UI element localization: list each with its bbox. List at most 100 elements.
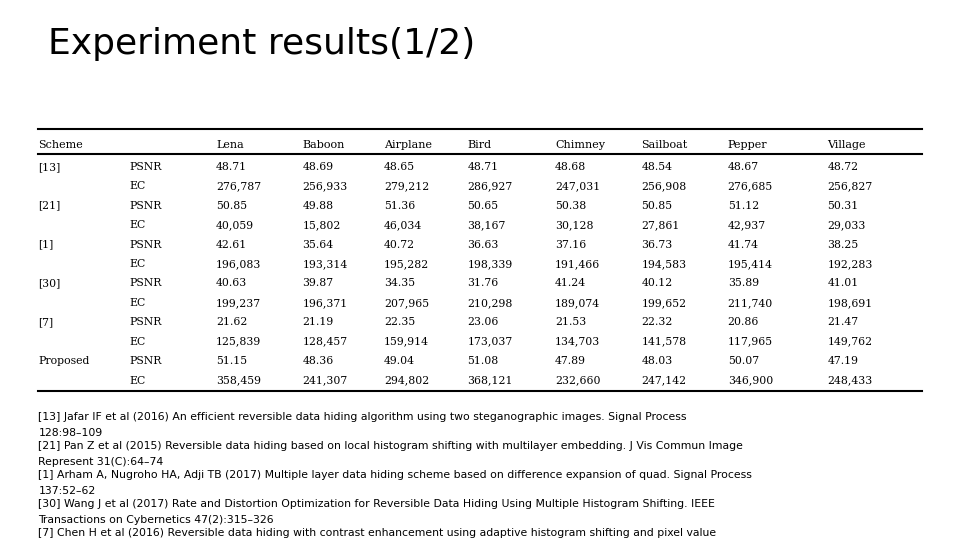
Text: [1] Arham A, Nugroho HA, Adji TB (2017) Multiple layer data hiding scheme based : [1] Arham A, Nugroho HA, Adji TB (2017) …: [38, 470, 753, 480]
Text: 47.89: 47.89: [555, 356, 586, 366]
Text: 128:98–109: 128:98–109: [38, 428, 103, 438]
Text: 35.89: 35.89: [728, 279, 758, 288]
Text: 196,083: 196,083: [216, 259, 261, 269]
Text: 34.35: 34.35: [384, 279, 415, 288]
Text: 47.19: 47.19: [828, 356, 858, 366]
Text: 49.88: 49.88: [302, 201, 333, 211]
Text: 117,965: 117,965: [728, 337, 773, 347]
Text: 195,414: 195,414: [728, 259, 773, 269]
Text: 286,927: 286,927: [468, 181, 513, 191]
Text: Represent 31(C):64–74: Represent 31(C):64–74: [38, 457, 163, 467]
Text: 50.85: 50.85: [641, 201, 672, 211]
Text: EC: EC: [130, 298, 146, 308]
Text: Bird: Bird: [468, 140, 492, 150]
Text: 23.06: 23.06: [468, 318, 499, 327]
Text: 192,283: 192,283: [828, 259, 873, 269]
Text: 198,691: 198,691: [828, 298, 873, 308]
Text: Lena: Lena: [216, 140, 244, 150]
Text: 39.87: 39.87: [302, 279, 333, 288]
Text: 42,937: 42,937: [728, 220, 766, 230]
Text: PSNR: PSNR: [130, 318, 162, 327]
Text: 276,787: 276,787: [216, 181, 261, 191]
Text: 41.01: 41.01: [828, 279, 859, 288]
Text: 256,908: 256,908: [641, 181, 686, 191]
Text: 51.08: 51.08: [468, 356, 499, 366]
Text: 31.76: 31.76: [468, 279, 499, 288]
Text: 48.03: 48.03: [641, 356, 673, 366]
Text: 22.32: 22.32: [641, 318, 673, 327]
Text: Scheme: Scheme: [38, 140, 84, 150]
Text: 346,900: 346,900: [728, 376, 773, 386]
Text: 40.63: 40.63: [216, 279, 248, 288]
Text: 48.71: 48.71: [216, 162, 247, 172]
Text: [13]: [13]: [38, 162, 60, 172]
Text: 38.25: 38.25: [828, 240, 859, 249]
Text: 48.36: 48.36: [302, 356, 334, 366]
Text: 256,827: 256,827: [828, 181, 873, 191]
Text: 48.67: 48.67: [728, 162, 758, 172]
Text: 50.38: 50.38: [555, 201, 587, 211]
Text: 195,282: 195,282: [384, 259, 429, 269]
Text: [21]: [21]: [38, 201, 60, 211]
Text: 48.69: 48.69: [302, 162, 333, 172]
Text: 193,314: 193,314: [302, 259, 348, 269]
Text: 50.65: 50.65: [468, 201, 498, 211]
Text: 50.85: 50.85: [216, 201, 247, 211]
Text: 358,459: 358,459: [216, 376, 261, 386]
Text: Baboon: Baboon: [302, 140, 345, 150]
Text: 30,128: 30,128: [555, 220, 593, 230]
Text: Transactions on Cybernetics 47(2):315–326: Transactions on Cybernetics 47(2):315–32…: [38, 516, 274, 525]
Text: 211,740: 211,740: [728, 298, 773, 308]
Text: Chimney: Chimney: [555, 140, 605, 150]
Text: Village: Village: [828, 140, 866, 150]
Text: EC: EC: [130, 181, 146, 191]
Text: 42.61: 42.61: [216, 240, 248, 249]
Text: 29,033: 29,033: [828, 220, 866, 230]
Text: 38,167: 38,167: [468, 220, 506, 230]
Text: 128,457: 128,457: [302, 337, 348, 347]
Text: [21] Pan Z et al (2015) Reversible data hiding based on local histogram shifting: [21] Pan Z et al (2015) Reversible data …: [38, 441, 743, 451]
Text: 21.53: 21.53: [555, 318, 587, 327]
Text: PSNR: PSNR: [130, 162, 162, 172]
Text: 51.36: 51.36: [384, 201, 416, 211]
Text: 247,142: 247,142: [641, 376, 686, 386]
Text: 50.31: 50.31: [828, 201, 859, 211]
Text: 22.35: 22.35: [384, 318, 416, 327]
Text: 210,298: 210,298: [468, 298, 513, 308]
Text: 207,965: 207,965: [384, 298, 429, 308]
Text: [7] Chen H et al (2016) Reversible data hiding with contrast enhancement using a: [7] Chen H et al (2016) Reversible data …: [38, 529, 716, 538]
Text: 48.72: 48.72: [828, 162, 858, 172]
Text: EC: EC: [130, 337, 146, 347]
Text: 27,861: 27,861: [641, 220, 680, 230]
Text: Airplane: Airplane: [384, 140, 432, 150]
Text: 199,652: 199,652: [641, 298, 686, 308]
Text: 173,037: 173,037: [468, 337, 513, 347]
Text: PSNR: PSNR: [130, 240, 162, 249]
Text: 20.86: 20.86: [728, 318, 759, 327]
Text: Experiment results(1/2): Experiment results(1/2): [48, 27, 475, 61]
Text: 198,339: 198,339: [468, 259, 513, 269]
Text: PSNR: PSNR: [130, 356, 162, 366]
Text: 50.07: 50.07: [728, 356, 758, 366]
Text: 41.74: 41.74: [728, 240, 758, 249]
Text: 368,121: 368,121: [468, 376, 513, 386]
Text: 48.71: 48.71: [468, 162, 498, 172]
Text: 232,660: 232,660: [555, 376, 600, 386]
Text: Proposed: Proposed: [38, 356, 90, 366]
Text: 21.47: 21.47: [828, 318, 858, 327]
Text: 256,933: 256,933: [302, 181, 348, 191]
Text: [30]: [30]: [38, 279, 60, 288]
Text: 48.68: 48.68: [555, 162, 587, 172]
Text: [1]: [1]: [38, 240, 54, 249]
Text: [13] Jafar IF et al (2016) An efficient reversible data hiding algorithm using t: [13] Jafar IF et al (2016) An efficient …: [38, 412, 687, 422]
Text: [30] Wang J et al (2017) Rate and Distortion Optimization for Reversible Data Hi: [30] Wang J et al (2017) Rate and Distor…: [38, 500, 715, 509]
Text: 51.12: 51.12: [728, 201, 759, 211]
Text: 40,059: 40,059: [216, 220, 254, 230]
Text: 248,433: 248,433: [828, 376, 873, 386]
Text: EC: EC: [130, 220, 146, 230]
Text: 137:52–62: 137:52–62: [38, 487, 96, 496]
Text: 189,074: 189,074: [555, 298, 600, 308]
Text: 37.16: 37.16: [555, 240, 587, 249]
Text: PSNR: PSNR: [130, 201, 162, 211]
Text: 36.63: 36.63: [468, 240, 499, 249]
